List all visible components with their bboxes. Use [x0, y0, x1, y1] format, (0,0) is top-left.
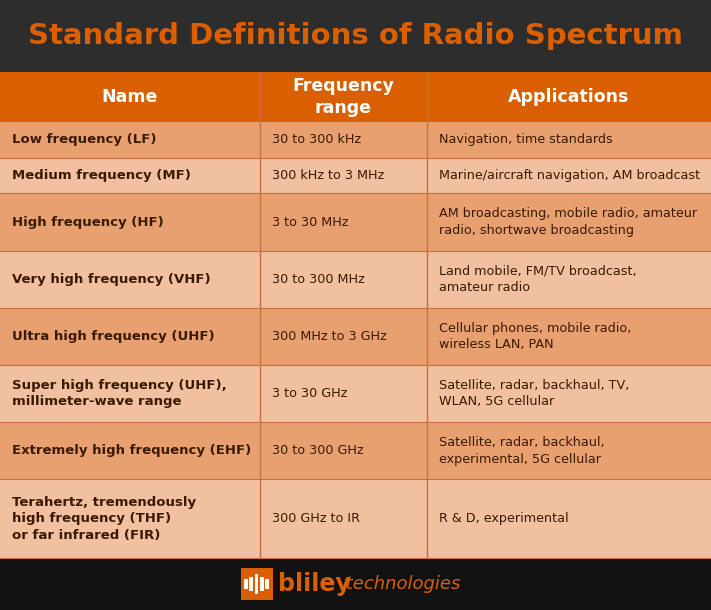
Bar [0, 193, 711, 251]
Text: 300 kHz to 3 MHz: 300 kHz to 3 MHz [272, 169, 384, 182]
Text: 30 to 300 kHz: 30 to 300 kHz [272, 134, 360, 146]
Bar [0, 558, 711, 610]
Text: 30 to 300 GHz: 30 to 300 GHz [272, 444, 363, 458]
Text: Satellite, radar, backhaul, TV,
WLAN, 5G cellular: Satellite, radar, backhaul, TV, WLAN, 5G… [439, 379, 629, 408]
Text: Standard Definitions of Radio Spectrum: Standard Definitions of Radio Spectrum [28, 22, 683, 50]
Bar [250, 576, 253, 591]
Bar [0, 479, 711, 558]
Text: Land mobile, FM/TV broadcast,
amateur radio: Land mobile, FM/TV broadcast, amateur ra… [439, 265, 636, 294]
Text: Navigation, time standards: Navigation, time standards [439, 134, 612, 146]
Bar [255, 575, 258, 594]
Text: bliley: bliley [279, 572, 351, 596]
Text: 3 to 30 MHz: 3 to 30 MHz [272, 215, 348, 229]
Text: High frequency (HF): High frequency (HF) [12, 215, 164, 229]
Text: 300 GHz to IR: 300 GHz to IR [272, 512, 360, 525]
Text: Medium frequency (MF): Medium frequency (MF) [12, 169, 191, 182]
Bar [0, 72, 711, 122]
Text: 3 to 30 GHz: 3 to 30 GHz [272, 387, 347, 400]
Text: Satellite, radar, backhaul,
experimental, 5G cellular: Satellite, radar, backhaul, experimental… [439, 436, 604, 465]
Text: Frequency
range: Frequency range [292, 77, 394, 117]
Bar [244, 579, 247, 589]
Text: Name: Name [102, 88, 158, 106]
Text: Very high frequency (VHF): Very high frequency (VHF) [12, 273, 210, 285]
Bar [0, 251, 711, 308]
Text: 300 MHz to 3 GHz: 300 MHz to 3 GHz [272, 330, 386, 343]
Bar [240, 568, 272, 600]
Text: Marine/aircraft navigation, AM broadcast: Marine/aircraft navigation, AM broadcast [439, 169, 700, 182]
Bar [0, 422, 711, 479]
Text: Applications: Applications [508, 88, 629, 106]
Text: Cellular phones, mobile radio,
wireless LAN, PAN: Cellular phones, mobile radio, wireless … [439, 321, 631, 351]
Bar [0, 122, 711, 158]
Text: Ultra high frequency (UHF): Ultra high frequency (UHF) [12, 330, 215, 343]
Text: Terahertz, tremendously
high frequency (THF)
or far infrared (FIR): Terahertz, tremendously high frequency (… [12, 496, 196, 542]
Text: R & D, experimental: R & D, experimental [439, 512, 568, 525]
Bar [0, 365, 711, 422]
Bar [260, 576, 264, 591]
Bar [265, 579, 269, 589]
Bar [0, 158, 711, 193]
Text: AM broadcasting, mobile radio, amateur
radio, shortwave broadcasting: AM broadcasting, mobile radio, amateur r… [439, 207, 697, 237]
Text: technologies: technologies [341, 575, 461, 593]
Text: 30 to 300 MHz: 30 to 300 MHz [272, 273, 364, 285]
Bar [0, 308, 711, 365]
Text: Extremely high frequency (EHF): Extremely high frequency (EHF) [12, 444, 251, 458]
Text: Low frequency (LF): Low frequency (LF) [12, 134, 156, 146]
Text: Super high frequency (UHF),
millimeter-wave range: Super high frequency (UHF), millimeter-w… [12, 379, 227, 408]
Bar [0, 0, 711, 72]
